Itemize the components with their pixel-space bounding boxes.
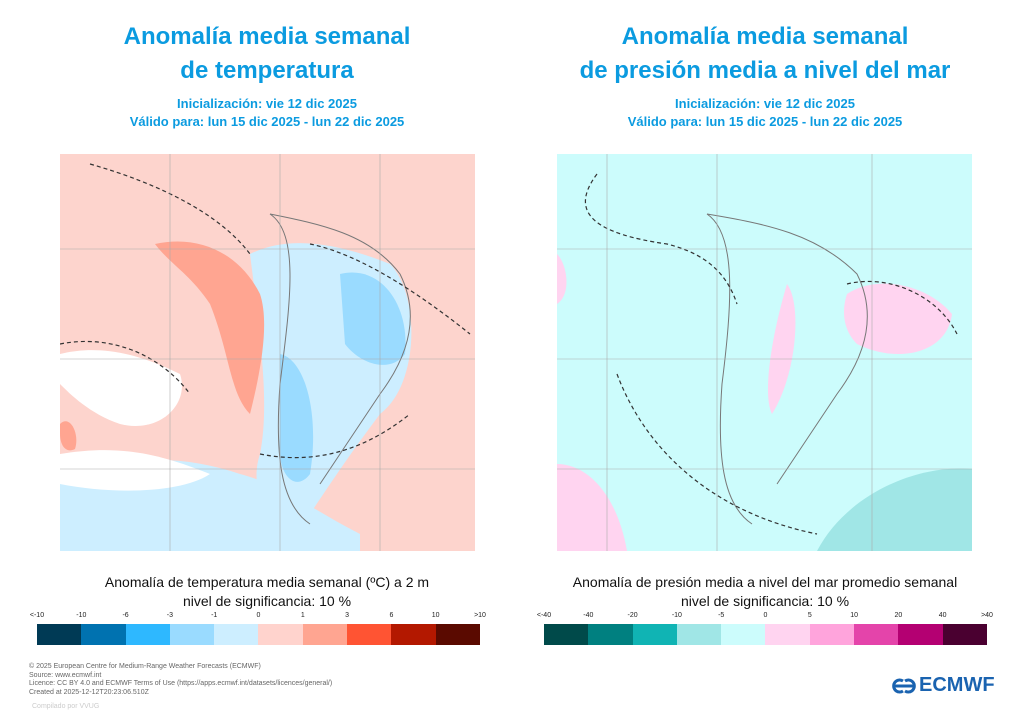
colorbar-tick-label: 1 bbox=[300, 612, 305, 619]
colorbar-segment bbox=[37, 624, 82, 645]
colorbar-tick-label: 5 bbox=[807, 612, 812, 619]
colorbar-segment bbox=[898, 624, 943, 645]
colorbar-segment bbox=[721, 624, 766, 645]
colorbar-tick-label: -1 bbox=[211, 612, 218, 619]
title-line: Anomalía media semanal bbox=[123, 23, 411, 50]
temperature-colorbar-ticks: <-10 -10 -6 -3 -1 0 1 3 6 10 >10 bbox=[30, 612, 486, 622]
temperature-colorbar bbox=[37, 624, 480, 645]
colorbar-segment bbox=[544, 624, 589, 645]
temperature-colorbar-caption: Anomalía de temperatura media semanal (º… bbox=[11, 573, 523, 611]
valid-range: Válido para: lun 15 dic 2025 - lun 22 di… bbox=[627, 114, 903, 129]
pressure-colorbar-caption: Anomalía de presión media a nivel del ma… bbox=[509, 573, 1021, 611]
colorbar-tick-label: -3 bbox=[166, 612, 174, 619]
init-date: Inicialización: vie 12 dic 2025 bbox=[675, 96, 855, 111]
colorbar-segment bbox=[632, 624, 677, 645]
colorbar-label: Anomalía de temperatura media semanal (º… bbox=[104, 574, 430, 590]
colorbar-tick-label: -10 bbox=[671, 612, 682, 619]
significance-label: nivel de significancia: 10 % bbox=[182, 593, 352, 609]
colorbar-tick-label: 3 bbox=[345, 612, 350, 619]
logo-text: ECMWF bbox=[919, 674, 995, 696]
footer-credits: © 2025 European Centre for Medium-Range … bbox=[29, 663, 332, 697]
colorbar-tick-label: 40 bbox=[938, 612, 947, 619]
temperature-title: Anomalía media semanal de temperatura bbox=[11, 20, 523, 88]
compiled-by: Compilado por VVUG bbox=[32, 703, 100, 710]
colorbar-segment bbox=[302, 624, 348, 645]
ecmwf-logo-icon bbox=[892, 678, 916, 693]
colorbar-segment bbox=[809, 624, 855, 645]
temperature-panel: Anomalía media semanal de temperatura Ini… bbox=[11, 0, 523, 660]
colorbar-segment bbox=[391, 624, 436, 645]
pressure-map bbox=[557, 154, 972, 551]
colorbar-segment bbox=[854, 624, 899, 645]
temperature-subtitle: Inicialización: vie 12 dic 2025 Válido pa… bbox=[11, 95, 523, 131]
colorbar-tick-label: >10 bbox=[474, 612, 486, 619]
ecmwf-logo: ECMWF bbox=[891, 674, 995, 697]
colorbar-tick-label: >40 bbox=[981, 612, 993, 619]
title-line: de temperatura bbox=[180, 57, 354, 84]
title-line: Anomalía media semanal bbox=[621, 23, 909, 50]
pressure-panel: Anomalía media semanal de presión media a… bbox=[509, 0, 1021, 660]
colorbar-tick-label: 0 bbox=[763, 612, 768, 619]
colorbar-tick-label: 0 bbox=[256, 612, 261, 619]
colorbar-segment bbox=[765, 624, 810, 645]
copyright: © 2025 European Centre for Medium-Range … bbox=[29, 663, 261, 670]
pressure-title: Anomalía media semanal de presión media a… bbox=[509, 20, 1021, 88]
licence: Licence: CC BY 4.0 and ECMWF Terms of Us… bbox=[29, 680, 333, 687]
colorbar-tick-label: <-10 bbox=[29, 612, 45, 619]
colorbar-tick-label: -10 bbox=[76, 612, 87, 619]
colorbar-tick-label: -6 bbox=[122, 612, 129, 619]
init-date: Inicialización: vie 12 dic 2025 bbox=[177, 96, 357, 111]
colorbar-tick-label: -40 bbox=[583, 612, 594, 619]
colorbar-segment bbox=[588, 624, 633, 645]
colorbar-tick-label: 10 bbox=[431, 612, 440, 619]
source: Source: www.ecmwf.int bbox=[29, 671, 102, 679]
colorbar-segment bbox=[676, 624, 722, 645]
pressure-colorbar-ticks: <-40 -40 -20 -10 -5 0 5 10 20 40 >40 bbox=[537, 612, 993, 622]
colorbar-label: Anomalía de presión media a nivel del ma… bbox=[572, 574, 958, 590]
colorbar-segment bbox=[258, 624, 303, 645]
colorbar-tick-label: 20 bbox=[894, 612, 903, 619]
colorbar-segment bbox=[435, 624, 480, 645]
valid-range: Válido para: lun 15 dic 2025 - lun 22 di… bbox=[129, 114, 405, 129]
colorbar-segment bbox=[214, 624, 259, 645]
colorbar-segment bbox=[347, 624, 392, 645]
colorbar-tick-label: 10 bbox=[850, 612, 858, 619]
colorbar-tick-label: <-40 bbox=[536, 612, 552, 619]
pressure-subtitle: Inicialización: vie 12 dic 2025 Válido pa… bbox=[509, 95, 1021, 131]
colorbar-segment bbox=[169, 624, 215, 645]
title-line: de presión media a nivel del mar bbox=[579, 57, 951, 84]
pressure-colorbar bbox=[544, 624, 987, 645]
significance-label: nivel de significancia: 10 % bbox=[680, 593, 850, 609]
temperature-map bbox=[60, 154, 475, 551]
colorbar-segment bbox=[942, 624, 987, 645]
colorbar-segment bbox=[125, 624, 170, 645]
created-at: Created at 2025-12-12T20:23:06.510Z bbox=[29, 688, 149, 696]
colorbar-tick-label: -5 bbox=[718, 612, 725, 619]
colorbar-tick-label: 6 bbox=[389, 612, 394, 619]
colorbar-tick-label: -20 bbox=[627, 612, 638, 619]
colorbar-segment bbox=[81, 624, 126, 645]
